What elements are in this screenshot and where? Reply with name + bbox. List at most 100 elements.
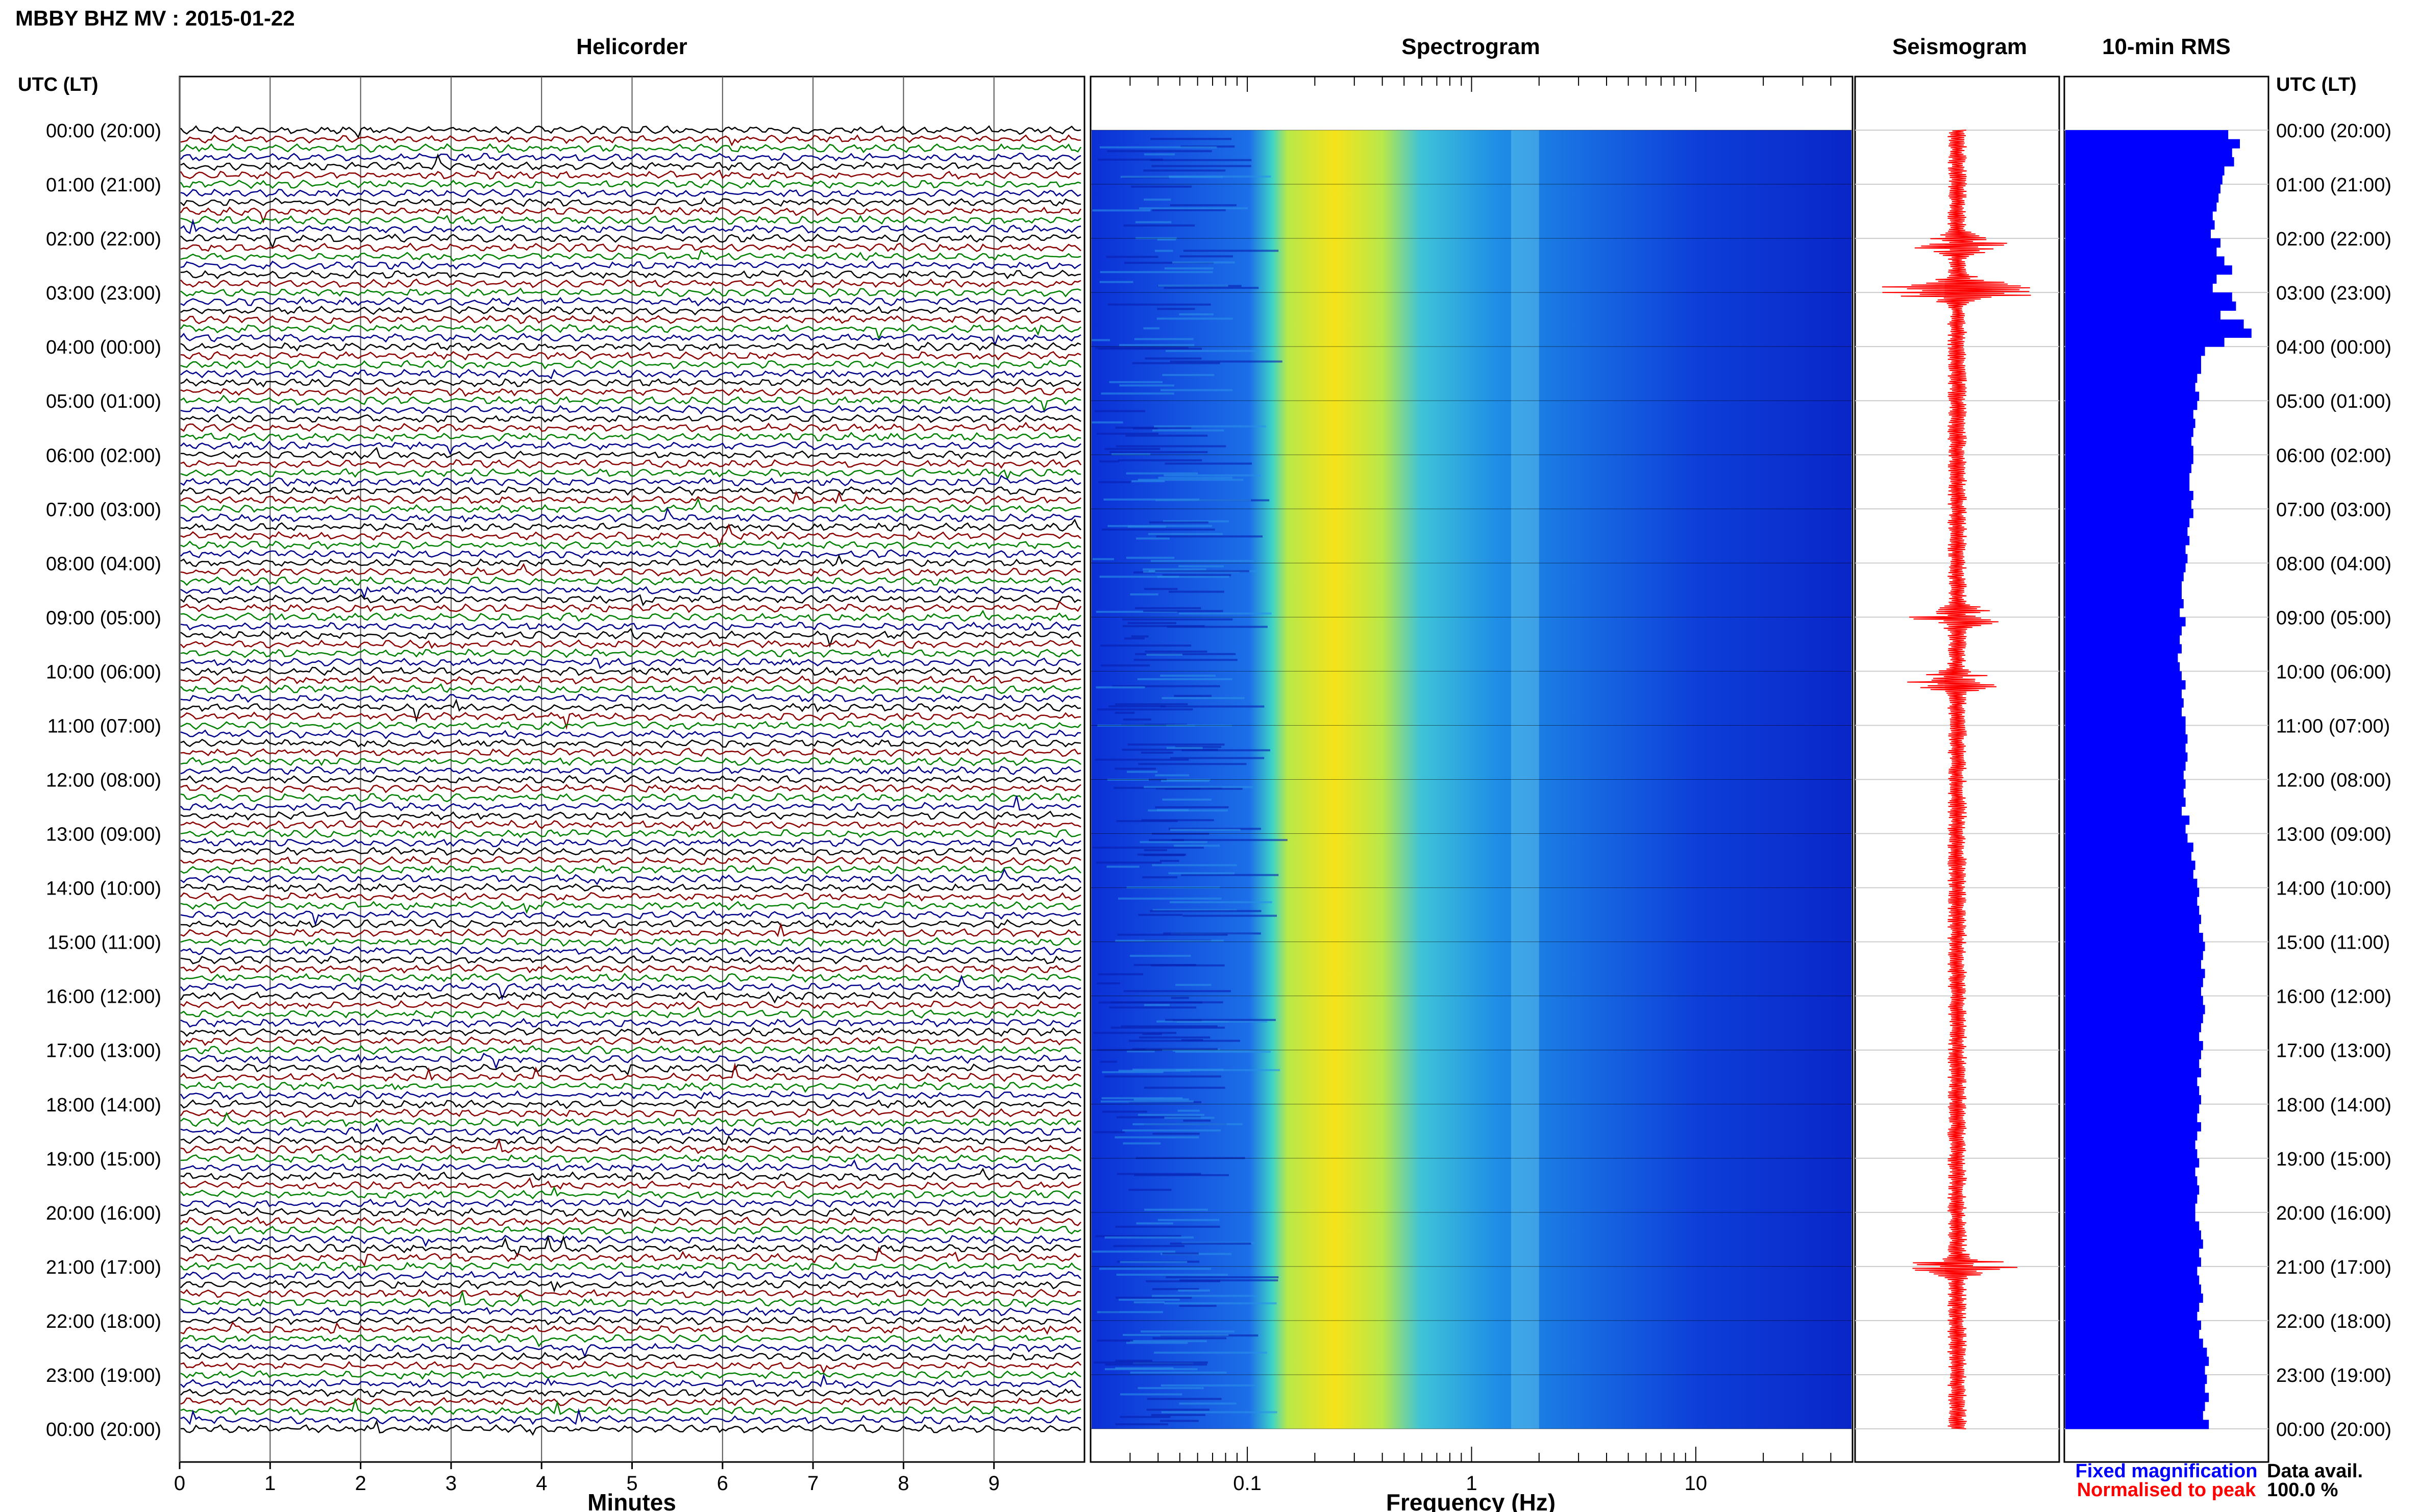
- helicorder-trace: [180, 765, 1081, 775]
- spectrogram-streak: [1100, 1060, 1117, 1063]
- spectrogram-streak: [1097, 1311, 1163, 1313]
- rms-bar: [2065, 1149, 2198, 1159]
- helicorder-trace: [180, 1351, 1081, 1362]
- rms-bar: [2065, 1122, 2201, 1132]
- spectrogram-streak: [1150, 964, 1225, 966]
- spectrogram-streak: [1093, 1032, 1177, 1034]
- time-label-right: 22:00 (18:00): [2276, 1311, 2391, 1332]
- helicorder-trace: [180, 1099, 1081, 1109]
- spectrogram-streak: [1179, 1305, 1217, 1307]
- time-label-right: 21:00 (17:00): [2276, 1257, 2391, 1278]
- helicorder-trace: [180, 378, 1081, 388]
- rms-bar: [2065, 247, 2217, 257]
- rms-bar: [2065, 815, 2190, 825]
- spectrogram-streak: [1145, 650, 1207, 653]
- rms-bar: [2065, 157, 2234, 167]
- rms-bar: [2065, 229, 2211, 239]
- spectrogram-streak: [1128, 1039, 1240, 1042]
- spectrogram-streak: [1123, 224, 1195, 227]
- rms-bar: [2065, 887, 2200, 897]
- spectrogram-streak: [1165, 462, 1252, 465]
- spectrogram-streak: [1115, 1367, 1174, 1370]
- rms-bar: [2065, 608, 2180, 617]
- time-label-left: 02:00 (22:00): [46, 229, 161, 250]
- spectrogram-streak: [1170, 829, 1241, 831]
- spectrogram-streak: [1130, 593, 1158, 596]
- helicorder-trace: [180, 1207, 1081, 1218]
- rms-bar: [2065, 310, 2220, 320]
- spectrogram-streak: [1144, 786, 1253, 788]
- legend-fixed-magnification: Fixed magnification: [2076, 1460, 2258, 1482]
- spectrogram-streak: [1099, 281, 1133, 283]
- spectrogram-streak: [1120, 1393, 1182, 1396]
- spectrogram-streak: [1161, 1411, 1277, 1414]
- spectrogram-streak: [1107, 150, 1212, 153]
- spectrogram-streak: [1120, 1416, 1171, 1418]
- spectrogram-streak: [1123, 718, 1151, 721]
- helicorder-trace: [180, 1270, 1081, 1280]
- rms-bar: [2065, 788, 2184, 798]
- helicorder-trace: [180, 628, 1082, 648]
- spectrogram-streak: [1157, 1219, 1220, 1221]
- helicorder-trace: [180, 468, 1081, 481]
- spectrogram-streak: [1161, 780, 1210, 782]
- rms-bar: [2065, 860, 2195, 870]
- spectrogram-streak: [1093, 1131, 1125, 1133]
- spectrogram-streak: [1176, 1069, 1280, 1072]
- spectrogram-streak: [1151, 165, 1251, 167]
- spectrogram-streak: [1121, 1025, 1218, 1028]
- spectrogram-streak: [1164, 287, 1259, 289]
- spectrogram-streak: [1145, 357, 1202, 360]
- time-label-right: 07:00 (03:00): [2276, 499, 2391, 520]
- rms-bar: [2065, 581, 2182, 590]
- rms-panel: [2063, 76, 2269, 1463]
- rms-bar: [2065, 1086, 2200, 1096]
- helicorder-trace: [180, 1316, 1081, 1326]
- time-label-left: 15:00 (11:00): [47, 932, 161, 954]
- spectrogram-streak: [1109, 451, 1208, 453]
- spectrogram-streak: [1171, 839, 1288, 841]
- spectrogram-streak: [1124, 637, 1145, 640]
- spectrogram-streak: [1100, 271, 1213, 274]
- rms-bar: [2065, 238, 2220, 248]
- rms-bar: [2065, 418, 2195, 428]
- helicorder-trace: [180, 639, 1081, 649]
- helicorder-trace: [180, 1373, 1081, 1389]
- time-label-left: 00:00 (20:00): [46, 120, 161, 142]
- time-label-right: 14:00 (10:00): [2276, 878, 2391, 900]
- helicorder-trace: [180, 1321, 1081, 1335]
- rms-bar: [2065, 382, 2195, 392]
- rms-bar: [2065, 1032, 2200, 1042]
- helicorder-trace: [180, 609, 1081, 622]
- rms-bar: [2065, 563, 2186, 573]
- helicorder-trace: [180, 974, 1081, 1001]
- time-label-left: 19:00 (15:00): [46, 1149, 161, 1170]
- time-label-right: 04:00 (00:00): [2276, 337, 2391, 358]
- spectrogram-streak: [1152, 209, 1226, 211]
- helicorder-trace: [180, 1225, 1081, 1235]
- rms-bar: [2065, 797, 2186, 807]
- rms-bar: [2065, 969, 2205, 978]
- spectrogram-streak: [1164, 474, 1261, 477]
- time-label-right: 01:00 (21:00): [2276, 175, 2391, 196]
- rms-bar: [2065, 716, 2186, 726]
- spectrogram-streak: [1174, 695, 1212, 697]
- spectrogram-streak: [1160, 705, 1265, 708]
- rms-bar: [2065, 1095, 2201, 1105]
- rms-bar: [2065, 283, 2213, 293]
- helicorder-trace: [180, 218, 1081, 234]
- time-label-right: 23:00 (19:00): [2276, 1365, 2391, 1386]
- helicorder-trace: [180, 855, 1081, 865]
- rms-bar: [2065, 490, 2193, 501]
- spectrogram-x-tick-label: 1: [1466, 1472, 1477, 1495]
- helicorder-trace: [180, 775, 1081, 784]
- spectrogram-streak: [1172, 261, 1235, 264]
- time-label-left: 04:00 (00:00): [46, 337, 161, 358]
- helicorder-trace: [180, 179, 1081, 189]
- spectrogram-streak: [1181, 874, 1279, 876]
- rms-bar: [2065, 473, 2190, 482]
- rms-bar: [2065, 1104, 2200, 1113]
- spectrogram-streak: [1130, 1340, 1207, 1343]
- helicorder-title: Helicorder: [576, 34, 687, 59]
